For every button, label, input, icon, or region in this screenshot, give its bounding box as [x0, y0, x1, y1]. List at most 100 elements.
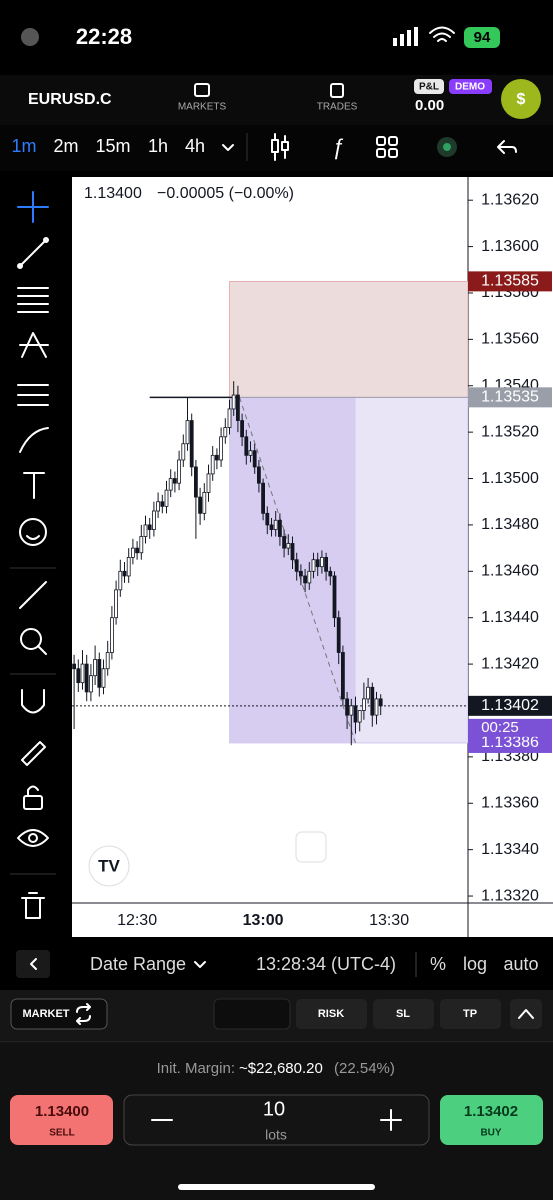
candle-body	[147, 524, 152, 530]
reset-button[interactable]	[295, 831, 327, 863]
pnl-label: P&L	[419, 82, 439, 93]
candle-body	[126, 556, 131, 577]
drawing-tools[interactable]	[17, 191, 49, 919]
sell-price: 1.13400	[35, 1103, 89, 1120]
countdown: 00:25	[481, 719, 519, 736]
candle-body	[114, 589, 118, 619]
candle-type-icon[interactable]	[271, 133, 289, 161]
candle-body	[366, 686, 371, 700]
timeframe[interactable]: 4h	[185, 136, 205, 156]
avatar[interactable]	[501, 79, 541, 119]
collapse-icon	[30, 958, 37, 970]
candle-body	[374, 698, 379, 716]
candle-body	[156, 501, 161, 512]
timeframe[interactable]: 2m	[53, 136, 78, 156]
candle-body	[97, 659, 102, 688]
candle-body	[340, 652, 345, 700]
candle-body	[181, 443, 186, 461]
auto-toggle[interactable]: auto	[503, 954, 538, 974]
percent-toggle[interactable]: %	[430, 954, 446, 974]
y-tick-label: 1.13480	[481, 516, 539, 533]
demo-badge	[449, 79, 492, 94]
indicators-icon[interactable]: ƒ	[332, 134, 344, 159]
reset-icon	[302, 836, 319, 855]
candle-body	[168, 478, 173, 491]
candle-body	[315, 559, 320, 568]
entry-price-label	[468, 387, 552, 408]
sell-label: SELL	[49, 1128, 75, 1139]
candle-body	[89, 675, 93, 693]
candle-body	[185, 420, 190, 445]
settings-icon[interactable]	[503, 914, 517, 928]
risk-button[interactable]	[296, 999, 367, 1029]
timeframe[interactable]: 1m	[11, 136, 36, 156]
undo-icon[interactable]	[497, 140, 517, 154]
candle-body	[345, 698, 350, 716]
bottom-bar	[0, 939, 553, 989]
signal-icon	[393, 27, 418, 46]
tp-button[interactable]	[440, 999, 501, 1029]
swap-icon	[76, 1003, 91, 1025]
tp-label: TP	[463, 1008, 477, 1020]
layout-icon[interactable]	[376, 136, 398, 158]
timeframe-dropdown[interactable]	[222, 144, 234, 151]
candle-body	[361, 698, 366, 711]
stop-zone	[229, 280, 468, 398]
mode-label: DEMO	[455, 82, 485, 93]
stop-price-label-text: 1.13585	[481, 273, 539, 290]
symbol[interactable]: EURUSD.C	[28, 91, 112, 108]
candle-body	[160, 501, 165, 507]
tv-logo-mark: TV	[98, 856, 120, 875]
candle-body	[135, 547, 140, 554]
status-time: 22:28	[76, 24, 132, 49]
candle-body	[256, 466, 261, 484]
sl-label: SL	[396, 1008, 410, 1020]
date-range-chevron	[194, 961, 206, 968]
margin-label: Init. Margin:	[157, 1060, 235, 1077]
quantity-unit: lots	[265, 1127, 287, 1143]
margin-percent: (22.54%)	[334, 1060, 395, 1077]
buy-button[interactable]	[440, 1095, 543, 1145]
increase-button[interactable]	[380, 1109, 402, 1131]
candle-body	[143, 524, 148, 537]
sell-button[interactable]	[10, 1095, 113, 1145]
y-tick-label: 1.13500	[481, 470, 539, 487]
candle-body	[189, 420, 194, 468]
sl-button[interactable]	[373, 999, 434, 1029]
quantity-field[interactable]	[123, 1094, 430, 1146]
y-tick-label: 1.13440	[481, 609, 539, 626]
stop-price-label	[468, 271, 552, 292]
candle-body	[357, 710, 362, 723]
timeframe[interactable]: 15m	[95, 136, 130, 156]
date-range[interactable]: Date Range	[90, 954, 186, 974]
change-header: −0.00005 (−0.00%)	[157, 185, 294, 202]
candle-body	[118, 570, 123, 591]
candle-body	[172, 478, 177, 484]
clock: 13:28:34 (UTC-4)	[256, 954, 396, 974]
empty-field[interactable]	[213, 998, 291, 1030]
x-tick-label: 12:30	[117, 912, 157, 929]
nav-markets[interactable]: MARKETS	[178, 102, 227, 113]
candle-body	[72, 663, 76, 670]
candle-body	[235, 394, 240, 421]
nav-trades[interactable]: TRADES	[317, 102, 358, 113]
candle-body	[298, 570, 303, 577]
home-indicator	[178, 1184, 375, 1190]
candle-body	[139, 536, 144, 554]
timeframe[interactable]: 1h	[148, 136, 168, 156]
log-toggle[interactable]: log	[463, 954, 487, 974]
candle-body	[164, 489, 169, 507]
expand-button[interactable]	[510, 999, 542, 1029]
candle-body	[349, 705, 354, 716]
y-tick-label: 1.13620	[481, 191, 539, 208]
candle-body	[214, 454, 219, 461]
candle-body	[122, 570, 127, 577]
tv-logo	[88, 845, 130, 887]
avatar-label: $	[517, 91, 526, 108]
candle-body	[210, 454, 215, 475]
candle-body	[219, 436, 224, 461]
collapse-button[interactable]	[16, 950, 50, 978]
candle-body	[328, 570, 333, 577]
buy-price: 1.13402	[464, 1103, 518, 1120]
